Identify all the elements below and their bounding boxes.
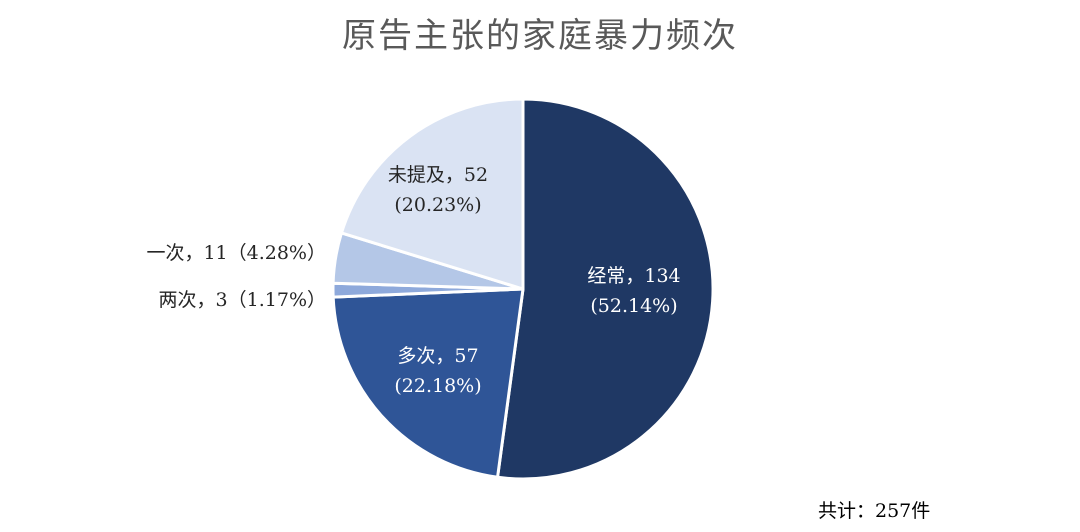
data-label-4-line-1: 一次，11（4.28%） xyxy=(146,242,326,264)
pie-data-labels: 经常，134 (52.14%) 多次，57 (22.18%) 两次，3（1.17%） 一次… xyxy=(146,164,680,397)
total-count: 共计：257件 xyxy=(818,500,931,522)
chart-title: 原告主张的家庭暴力频次 xyxy=(342,16,738,56)
data-label-1-line-1: 经常，134 xyxy=(587,265,680,287)
pie-slice-2 xyxy=(331,287,525,479)
data-label-1-line-2: (52.14%) xyxy=(590,295,677,317)
data-label-2-line-2: (22.18%) xyxy=(394,375,481,397)
data-label-5-line-2: (20.23%) xyxy=(394,194,481,216)
data-label-2-line-1: 多次，57 xyxy=(397,345,478,367)
pie-slices xyxy=(331,97,715,481)
pie-slice-1 xyxy=(496,97,715,481)
pie-slice-5 xyxy=(339,97,525,291)
data-label-5-line-1: 未提及，52 xyxy=(388,164,488,186)
data-label-3-line-1: 两次，3（1.17%） xyxy=(159,289,326,311)
